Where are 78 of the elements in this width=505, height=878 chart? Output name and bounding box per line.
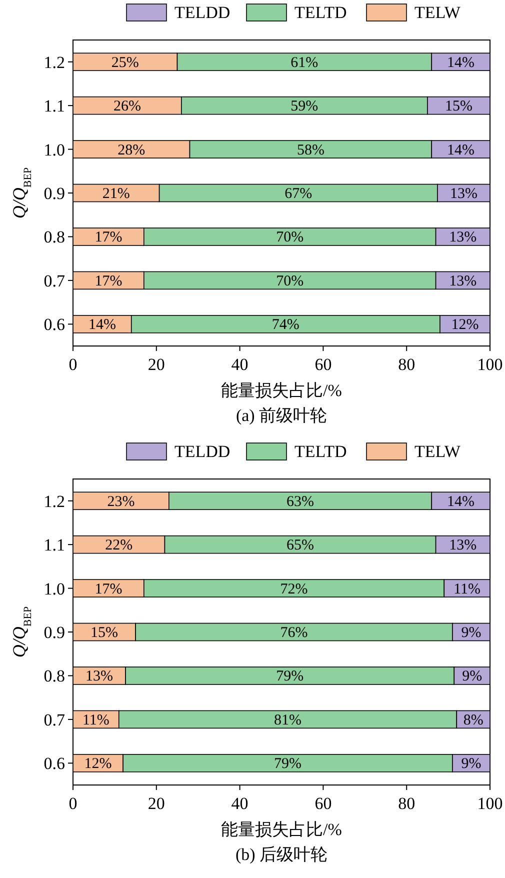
data-label: 14% bbox=[447, 54, 475, 71]
text: (a) 前级叶轮 bbox=[236, 406, 328, 425]
y-tick-label: 0.6 bbox=[44, 754, 65, 774]
y-tick-label: 1.1 bbox=[44, 536, 65, 555]
y-tick-label: 0.9 bbox=[44, 184, 65, 203]
data-label: 67% bbox=[284, 186, 312, 202]
legend-label: TELDD bbox=[174, 3, 230, 22]
y-tick-label: 0.8 bbox=[44, 666, 65, 686]
x-tick-label: 100 bbox=[477, 355, 503, 374]
x-tick-label: 40 bbox=[231, 355, 248, 374]
data-label: 79% bbox=[274, 756, 302, 772]
data-label: 12% bbox=[84, 756, 112, 772]
x-tick-label: 60 bbox=[314, 794, 332, 813]
y-tick-label: 1.1 bbox=[44, 96, 65, 116]
data-label: 28% bbox=[118, 142, 146, 158]
data-label: 23% bbox=[107, 494, 135, 510]
data-label: 17% bbox=[94, 581, 122, 598]
x-tick-label: 60 bbox=[314, 355, 332, 374]
data-label: 65% bbox=[286, 538, 314, 554]
data-label: 63% bbox=[286, 494, 314, 510]
x-tick-label: 80 bbox=[398, 794, 416, 813]
data-label: 9% bbox=[461, 756, 482, 772]
data-label: 13% bbox=[449, 538, 477, 554]
data-label: 14% bbox=[447, 142, 475, 158]
data-label: 25% bbox=[111, 54, 139, 71]
data-label: 13% bbox=[449, 273, 477, 290]
data-label: 13% bbox=[450, 186, 478, 202]
x-tick-label: 80 bbox=[398, 355, 416, 374]
x-axis-title: 能量损失占比/% bbox=[221, 820, 342, 839]
data-label: 61% bbox=[290, 54, 318, 71]
data-label: 15% bbox=[444, 98, 472, 115]
data-label: 8% bbox=[463, 712, 484, 728]
x-tick-label: 0 bbox=[68, 355, 78, 374]
data-label: 14% bbox=[88, 317, 116, 334]
data-label: 76% bbox=[280, 625, 308, 641]
x-tick-label: 20 bbox=[148, 794, 165, 813]
data-label: 70% bbox=[276, 273, 304, 290]
data-label: 13% bbox=[449, 230, 477, 246]
y-tick-label: 1.2 bbox=[44, 492, 65, 511]
data-label: 15% bbox=[90, 625, 118, 641]
data-label: 72% bbox=[280, 581, 308, 598]
legend-label: TELDD bbox=[174, 442, 230, 461]
data-label: 59% bbox=[290, 98, 318, 115]
legend-label: TELW bbox=[414, 3, 462, 22]
legend-label: TELW bbox=[414, 442, 462, 461]
data-label: 11% bbox=[454, 581, 481, 598]
x-axis-title: 能量损失占比/% bbox=[221, 381, 342, 400]
data-label: 17% bbox=[94, 230, 122, 246]
x-tick-label: 100 bbox=[477, 794, 503, 813]
y-tick-label: 1.0 bbox=[44, 140, 65, 160]
data-label: 21% bbox=[102, 186, 130, 202]
y-tick-label: 1.0 bbox=[44, 579, 65, 598]
data-label: 58% bbox=[296, 142, 324, 158]
x-tick-label: 20 bbox=[148, 355, 165, 374]
data-label: 26% bbox=[113, 98, 141, 115]
data-label: 14% bbox=[447, 494, 475, 510]
data-label: 12% bbox=[451, 317, 479, 334]
y-tick-label: 0.7 bbox=[44, 271, 66, 290]
legend-label: TELTD bbox=[294, 442, 347, 461]
text: (b) 后级叶轮 bbox=[235, 845, 328, 864]
legend-label: TELTD bbox=[294, 3, 347, 22]
y-tick-label: 1.2 bbox=[44, 52, 65, 72]
y-tick-label: 0.9 bbox=[44, 623, 65, 642]
x-tick-label: 0 bbox=[68, 794, 78, 813]
data-label: 11% bbox=[82, 712, 110, 728]
y-tick-label: 0.7 bbox=[44, 710, 66, 730]
y-tick-label: 0.6 bbox=[44, 315, 65, 334]
x-tick-label: 40 bbox=[231, 794, 248, 813]
data-label: 17% bbox=[94, 273, 122, 290]
data-label: 22% bbox=[105, 538, 133, 554]
data-label: 70% bbox=[276, 230, 304, 246]
data-label: 13% bbox=[86, 668, 114, 685]
data-label: 9% bbox=[462, 668, 482, 685]
data-label: 79% bbox=[276, 668, 304, 685]
data-label: 74% bbox=[272, 317, 300, 334]
y-tick-label: 0.8 bbox=[44, 228, 65, 247]
data-label: 9% bbox=[461, 625, 482, 641]
data-label: 81% bbox=[274, 712, 302, 728]
